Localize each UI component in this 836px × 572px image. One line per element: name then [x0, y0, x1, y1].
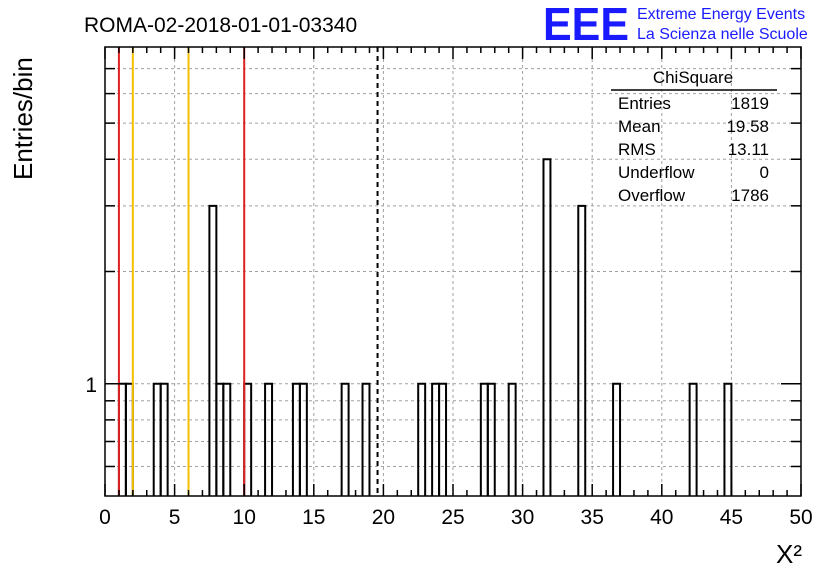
x-tick-label: 15 [302, 506, 325, 529]
histogram-bin [486, 382, 496, 496]
x-tick-label: 20 [372, 506, 395, 529]
histogram-bin [577, 204, 587, 496]
histogram-bin [298, 382, 308, 496]
stats-value: 0 [760, 163, 769, 182]
stats-value: 1786 [731, 186, 769, 205]
stats-label: RMS [618, 140, 656, 159]
axis-ticks [104, 47, 802, 496]
x-axis-title: X² [776, 539, 802, 569]
stats-label: Entries [618, 94, 671, 113]
histogram-bin [340, 382, 350, 496]
logo-line-2: La Scienza nelle Scuole [637, 26, 808, 43]
grid [105, 47, 801, 496]
histogram-bin [542, 158, 552, 496]
x-tick-label: 25 [441, 506, 464, 529]
histogram-bin [612, 382, 622, 496]
logo-wordmark: EEE [543, 0, 629, 50]
x-tick-labels: 0 5 10 15 20 25 30 35 40 45 50 [99, 506, 813, 529]
histogram-bin [264, 382, 274, 496]
histogram-bin [723, 382, 733, 496]
chart-title: ROMA-02-2018-01-01-03340 [84, 14, 357, 37]
histogram-bin [688, 382, 698, 496]
x-tick-label: 30 [511, 506, 534, 529]
y-tick-labels: 1 [85, 374, 97, 397]
y-tick-label: 1 [85, 374, 97, 397]
stats-label: Mean [618, 117, 661, 136]
histogram-bin [222, 382, 232, 496]
stats-value: 13.11 [728, 140, 769, 159]
x-tick-label: 40 [650, 506, 673, 529]
x-tick-label: 50 [789, 506, 812, 529]
histogram-bin [361, 382, 371, 496]
histogram-bin [208, 204, 218, 496]
stats-label: Overflow [618, 186, 686, 205]
logo-line-1: Extreme Energy Events [637, 6, 805, 23]
stats-rows: Entries 1819 Mean 19.58 RMS 13.11 Underflow 0 Ov… [618, 94, 769, 205]
x-tick-label: 45 [720, 506, 743, 529]
stats-value: 19.58 [726, 117, 769, 136]
stats-value: 1819 [731, 94, 769, 113]
histogram-bin [159, 382, 169, 496]
y-axis-title: Entries/bin [8, 57, 38, 180]
stats-label: Underflow [618, 163, 695, 182]
reference-lines [117, 47, 379, 496]
stats-box: ChiSquare Entries 1819 Mean 19.58 RMS 13.11 Un… [611, 68, 777, 205]
stats-title: ChiSquare [653, 68, 733, 87]
histogram-bin [507, 382, 517, 496]
eee-logo: EEE Extreme Energy Events La Scienza nel… [543, 0, 808, 50]
histogram-bin [438, 382, 448, 496]
x-tick-label: 0 [99, 506, 111, 529]
x-tick-label: 35 [581, 506, 604, 529]
x-tick-label: 10 [233, 506, 256, 529]
histogram-bin [417, 382, 427, 496]
histogram [117, 158, 733, 496]
x-tick-label: 5 [169, 506, 181, 529]
